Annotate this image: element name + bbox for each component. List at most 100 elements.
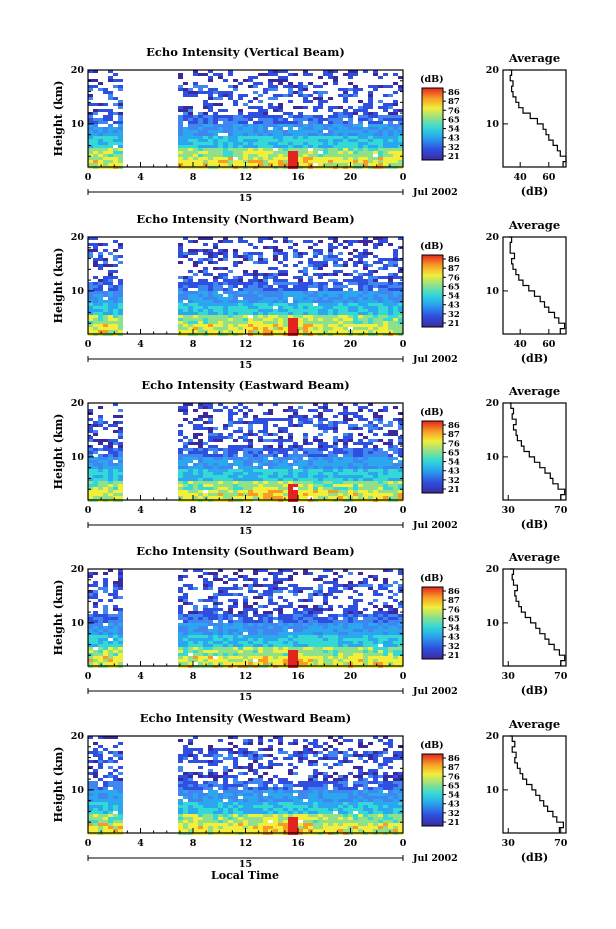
- heatmap-cell: [398, 629, 403, 632]
- heatmap-cell: [203, 306, 208, 309]
- heatmap-cell: [258, 127, 263, 130]
- heatmap-cell: [398, 439, 403, 442]
- heatmap-cell: [183, 109, 188, 112]
- colorbar-tick-label: 21: [448, 152, 460, 162]
- heatmap-cell: [103, 264, 108, 267]
- heatmap-cell: [203, 282, 208, 285]
- heatmap-cell: [198, 472, 203, 475]
- heatmap-cell: [293, 288, 298, 291]
- heatmap-cell: [348, 418, 353, 421]
- heatmap-cell: [213, 409, 218, 412]
- heatmap-cell: [233, 303, 238, 306]
- heatmap-cell: [348, 127, 353, 130]
- heatmap-cell: [263, 469, 268, 472]
- heatmap-cell: [258, 593, 263, 596]
- heatmap-cell: [378, 487, 383, 490]
- heatmap-cell: [358, 584, 363, 587]
- heatmap-cell: [178, 136, 183, 139]
- heatmap-cell: [258, 306, 263, 309]
- heatmap-cell: [88, 451, 93, 454]
- heatmap-cell: [298, 330, 303, 333]
- heatmap-cell: [238, 647, 243, 650]
- heatmap-cell: [233, 160, 238, 163]
- heatmap-cell: [103, 632, 108, 635]
- heatmap-cell: [263, 300, 268, 303]
- heatmap-cell: [363, 261, 368, 264]
- heatmap-cell: [238, 427, 243, 430]
- heatmap-cell: [328, 300, 333, 303]
- heatmap-cell: [258, 121, 263, 124]
- heatmap-cell: [358, 623, 363, 626]
- heatmap-cell: [228, 412, 233, 415]
- heatmap-cell: [368, 448, 373, 451]
- heatmap-cell: [228, 641, 233, 644]
- heatmap-cell: [93, 148, 98, 151]
- heatmap-cell: [98, 315, 103, 318]
- heatmap-cell: [98, 255, 103, 258]
- heatmap-cell: [298, 85, 303, 88]
- heatmap-cell: [293, 445, 298, 448]
- heatmap-cell: [228, 617, 233, 620]
- heatmap-cell: [248, 421, 253, 424]
- heatmap-cell: [298, 644, 303, 647]
- heatmap-cell: [198, 493, 203, 496]
- heatmap-cell: [183, 154, 188, 157]
- heatmap-cell: [388, 490, 393, 493]
- heatmap-cell: [198, 142, 203, 145]
- heatmap-cell: [248, 448, 253, 451]
- heatmap-cell: [228, 466, 233, 469]
- heatmap-cell: [308, 490, 313, 493]
- heatmap-cell: [103, 309, 108, 312]
- heatmap-cell: [268, 611, 273, 614]
- heatmap-cell: [323, 641, 328, 644]
- heatmap-cell: [98, 638, 103, 641]
- heatmap-cell: [248, 79, 253, 82]
- heatmap-cell: [228, 490, 233, 493]
- heatmap-cell: [248, 312, 253, 315]
- heatmap-cell: [333, 487, 338, 490]
- heatmap-cell: [238, 294, 243, 297]
- heatmap-cell: [113, 614, 118, 617]
- heatmap-cell: [263, 481, 268, 484]
- heatmap-cell: [203, 291, 208, 294]
- heatmap-cell: [333, 112, 338, 115]
- heatmap-cell: [343, 620, 348, 623]
- heatmap-cell: [283, 484, 288, 487]
- heatmap-cell: [213, 632, 218, 635]
- heatmap-cell: [393, 145, 398, 148]
- heatmap-cell: [378, 151, 383, 154]
- heatmap-cell: [208, 94, 213, 97]
- heatmap-cell: [223, 321, 228, 324]
- heatmap-cell: [298, 424, 303, 427]
- heatmap-cell: [223, 136, 228, 139]
- heatmap-cell: [388, 330, 393, 333]
- heatmap-cell: [363, 142, 368, 145]
- heatmap-cell: [268, 315, 273, 318]
- heatmap-cell: [378, 484, 383, 487]
- heatmap-cell: [398, 647, 403, 650]
- heatmap-cell: [373, 472, 378, 475]
- heatmap-cell: [223, 496, 228, 499]
- heatmap-cell: [378, 418, 383, 421]
- heatmap-cell: [223, 487, 228, 490]
- heatmap-cell: [313, 273, 318, 276]
- heatmap-cell: [328, 130, 333, 133]
- heatmap-cell: [223, 139, 228, 142]
- heatmap-cell: [373, 136, 378, 139]
- heatmap-cell: [113, 151, 118, 154]
- heatmap-cell: [393, 291, 398, 294]
- heatmap-cell: [218, 635, 223, 638]
- heatmap-cell: [198, 439, 203, 442]
- heatmap-cell: [363, 297, 368, 300]
- heatmap-cell: [378, 106, 383, 109]
- heatmap-cell: [378, 243, 383, 246]
- heatmap-cell: [198, 300, 203, 303]
- heatmap-cell: [88, 330, 93, 333]
- heatmap-cell: [398, 318, 403, 321]
- heatmap-cell: [253, 608, 258, 611]
- heatmap-cell: [218, 590, 223, 593]
- heatmap-cell: [378, 632, 383, 635]
- heatmap-cell: [213, 466, 218, 469]
- heatmap-cell: [223, 312, 228, 315]
- heatmap-cell: [98, 312, 103, 315]
